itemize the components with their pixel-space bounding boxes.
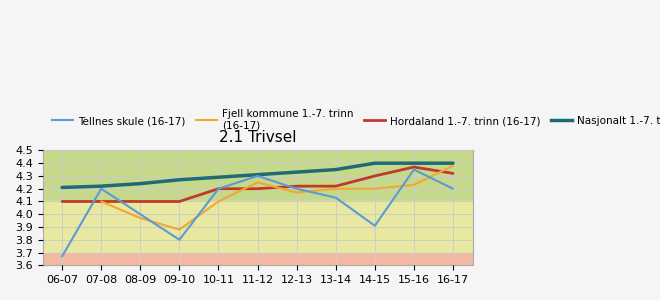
Bar: [43, 150, 473, 202]
Title: 2.1 Trivsel: 2.1 Trivsel: [219, 130, 296, 145]
Bar: [43, 253, 473, 265]
Legend: Tellnes skule (16-17), Fjell kommune 1.-7. trinn
(16-17), Hordaland 1.-7. trinn : Tellnes skule (16-17), Fjell kommune 1.-…: [48, 105, 660, 135]
Bar: [43, 202, 473, 253]
